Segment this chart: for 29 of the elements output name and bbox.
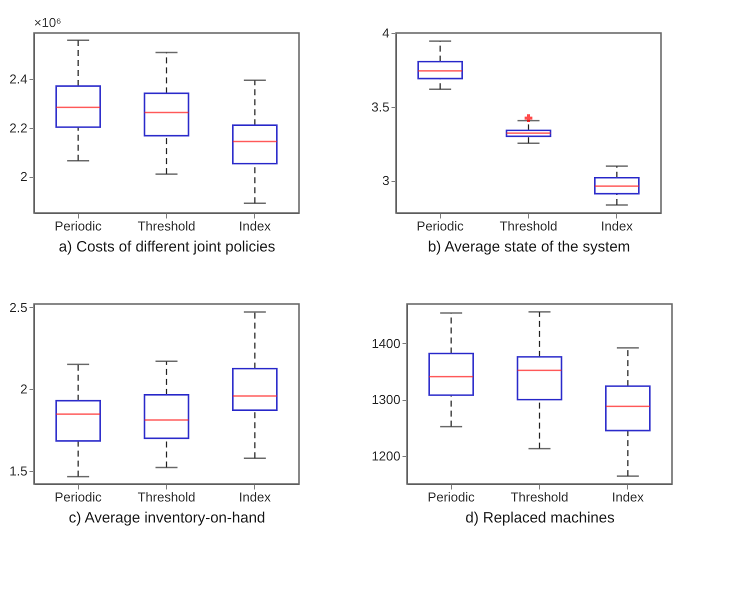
x-axis-title: d) Replaced machines xyxy=(465,510,615,526)
y-tick-label: 2.2 xyxy=(9,120,28,136)
x-tick-label: Index xyxy=(238,490,272,504)
x-tick-label: Threshold xyxy=(138,218,196,234)
y-tick-label: 2 xyxy=(20,382,28,397)
y-tick-label: 2.4 xyxy=(9,72,28,87)
y-tick-label: 1400 xyxy=(372,336,400,351)
y-tick-label: 2 xyxy=(20,169,28,184)
x-tick-label: Periodic xyxy=(54,490,102,504)
text: ×10⁶ xyxy=(34,15,62,30)
y-tick-label: 1.5 xyxy=(9,463,28,478)
y-tick-label: 3 xyxy=(382,173,390,188)
x-tick-label: Periodic xyxy=(54,218,102,234)
x-tick-label: Periodic xyxy=(416,218,464,234)
x-axis-title: c) Average inventory-on-hand xyxy=(68,510,266,526)
y-tick-label: 1300 xyxy=(372,392,400,408)
x-tick-label: Periodic xyxy=(428,490,476,504)
x-tick-label: Index xyxy=(612,490,644,504)
y-tick-label: 3.5 xyxy=(371,99,390,114)
y-tick-label: 1200 xyxy=(372,448,400,464)
x-tick-label: Threshold xyxy=(138,490,196,504)
x-tick-label: Threshold xyxy=(510,490,568,504)
x-axis-title: b) Average state of the system xyxy=(428,238,630,256)
x-tick-label: Index xyxy=(238,218,272,234)
y-tick-label: 4 xyxy=(382,26,390,40)
x-axis-title: a) Costs of different joint policies xyxy=(58,238,276,256)
x-tick-label: Threshold xyxy=(500,218,558,234)
x-tick-label: Index xyxy=(600,218,634,234)
y-tick-label: 2.5 xyxy=(9,300,28,315)
